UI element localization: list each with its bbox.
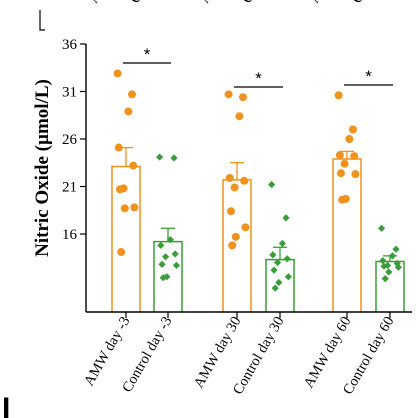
data-point	[269, 251, 277, 259]
significance-label: *	[365, 67, 372, 86]
data-point	[128, 90, 136, 99]
data-point	[388, 252, 396, 260]
data-point	[130, 203, 139, 212]
data-point	[384, 261, 392, 269]
data-point	[379, 257, 387, 265]
data-point	[162, 253, 170, 261]
data-point	[282, 214, 290, 222]
y-tick-label: 16	[62, 227, 78, 243]
data-point	[270, 266, 278, 274]
data-point	[349, 125, 357, 134]
data-point	[166, 236, 174, 244]
data-point	[171, 250, 179, 258]
significance-label: *	[144, 45, 151, 64]
data-point	[170, 154, 178, 162]
data-point	[156, 153, 164, 161]
data-point	[335, 151, 344, 160]
data-point	[120, 204, 129, 213]
cropped-top-labels: A Co A Co A Co	[39, 0, 371, 31]
data-point	[172, 261, 180, 269]
data-point	[338, 195, 347, 204]
data-point	[158, 260, 166, 268]
cropped-label: A	[85, 0, 104, 6]
cropped-label: Co	[239, 0, 261, 6]
y-tick-label: 31	[62, 85, 77, 101]
cropped-bracket	[39, 10, 45, 31]
panel-label: I	[2, 392, 10, 418]
data-point	[394, 263, 402, 271]
data-point	[113, 69, 122, 78]
data-point	[159, 274, 167, 282]
cropped-label: Co	[349, 0, 371, 6]
data-point	[116, 185, 124, 194]
cropped-label: A	[306, 0, 325, 6]
y-tick-label: 36	[62, 37, 78, 53]
bars-layer	[86, 146, 412, 318]
data-point	[224, 90, 233, 99]
data-point	[392, 245, 400, 253]
significance-label: *	[255, 69, 262, 88]
data-point	[157, 241, 165, 249]
data-point	[284, 273, 292, 281]
data-point	[381, 275, 389, 283]
data-point	[351, 170, 360, 179]
data-point	[225, 173, 234, 182]
data-point	[334, 91, 343, 100]
data-point	[380, 262, 388, 270]
data-point	[275, 278, 283, 287]
points-layer	[113, 69, 402, 292]
data-point	[271, 284, 279, 292]
data-point	[337, 169, 345, 178]
bar	[265, 258, 295, 312]
y-tick-label: 26	[62, 132, 78, 148]
data-point	[268, 181, 276, 189]
data-point	[114, 143, 123, 152]
data-point	[350, 152, 359, 161]
significance-layer: * * *	[123, 45, 393, 88]
data-point	[241, 223, 250, 232]
y-axis-label: Nitric Oxide (µmol/L)	[32, 79, 53, 257]
data-point	[340, 159, 349, 168]
bar	[222, 179, 252, 312]
data-point	[231, 232, 240, 241]
data-point	[345, 135, 354, 143]
data-point	[283, 255, 291, 263]
data-point	[230, 183, 239, 192]
data-point	[235, 112, 244, 121]
data-point	[227, 207, 235, 216]
data-point	[385, 268, 393, 276]
cropped-label: A	[196, 0, 215, 6]
y-tick-label: 21	[62, 180, 77, 196]
y-axis: 16 21 26 31 36	[62, 37, 87, 312]
bar	[332, 158, 362, 312]
data-point	[129, 161, 138, 170]
data-point	[117, 248, 126, 257]
data-point	[228, 241, 237, 250]
data-point	[378, 224, 386, 232]
data-point	[278, 239, 286, 248]
data-point	[124, 107, 133, 116]
data-point	[240, 176, 249, 185]
data-point	[274, 258, 282, 267]
data-point	[239, 93, 247, 102]
cropped-label: Co	[127, 0, 149, 6]
